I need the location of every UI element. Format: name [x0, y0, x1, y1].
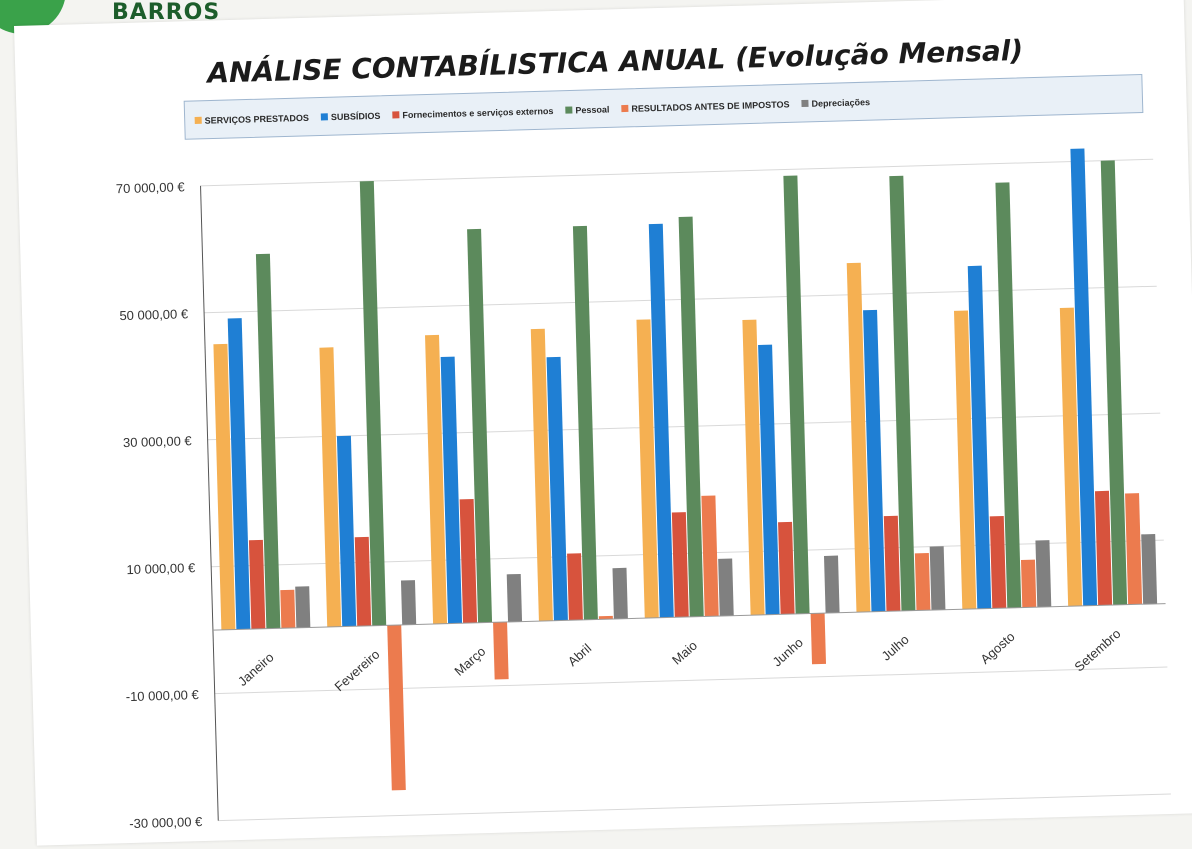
chart-sheet: ANÁLISE CONTABÍLISTICA ANUAL (Evolução M…	[14, 0, 1192, 846]
x-tick-label: Julho	[879, 632, 912, 664]
bar	[400, 580, 417, 625]
bar	[648, 223, 674, 618]
legend-label-3: Fornecimentos e serviços externos	[402, 106, 553, 120]
x-tick-label: Fevereiro	[332, 647, 383, 695]
bar	[1059, 307, 1083, 607]
y-axis-line	[200, 185, 219, 821]
bar	[967, 265, 992, 609]
bar	[255, 253, 281, 629]
bar	[701, 495, 719, 617]
bar	[953, 310, 977, 610]
bar	[493, 621, 509, 680]
x-tick-label: Junho	[769, 635, 805, 670]
bar	[546, 356, 568, 621]
y-axis: -30 000,00 € -10 000,00 € 10 000,00 € 30 00…	[116, 179, 219, 831]
y-tick-label: 30 000,00 €	[123, 433, 193, 450]
bar	[467, 228, 493, 623]
gridline	[207, 412, 1161, 441]
legend-swatch-2	[320, 113, 328, 121]
bar	[783, 175, 810, 614]
gridline	[200, 158, 1154, 187]
legend-label-2: SUBSÍDIOS	[331, 111, 381, 122]
legend-swatch-5	[621, 104, 629, 113]
bar	[598, 615, 613, 620]
bar	[295, 586, 311, 628]
bar	[1094, 490, 1113, 606]
bar	[678, 216, 704, 617]
bar	[1070, 148, 1098, 606]
gridline	[211, 539, 1164, 568]
chart: ANÁLISE CONTABÍLISTICA ANUAL (Evolução M…	[116, 33, 1171, 831]
bars	[213, 148, 1158, 791]
bar	[387, 624, 406, 791]
bar	[319, 347, 342, 627]
x-tick-label: Janeiro	[235, 649, 277, 689]
bar	[824, 555, 840, 614]
legend-swatch-1	[194, 116, 202, 124]
bar	[929, 546, 946, 611]
legend-box	[183, 74, 1144, 140]
legend-label-1: SERVIÇOS PRESTADOS	[205, 113, 309, 126]
legend-label-4: Pessoal	[575, 104, 609, 115]
x-tick-label: Agosto	[977, 629, 1017, 667]
legend-swatch-3	[392, 111, 400, 119]
y-tick-label: -30 000,00 €	[129, 814, 203, 831]
bar	[1020, 559, 1037, 608]
bar	[778, 521, 795, 615]
y-tick-label: 70 000,00 €	[116, 179, 186, 196]
bar	[1100, 160, 1128, 606]
gridline	[214, 666, 1168, 695]
bar	[354, 536, 372, 627]
bar	[336, 435, 357, 627]
bar	[671, 512, 689, 618]
bar	[989, 515, 1007, 609]
bar	[758, 344, 780, 615]
bar	[810, 613, 827, 665]
zero-baseline	[212, 603, 1166, 631]
x-tick-label: Março	[451, 644, 488, 679]
bar	[883, 515, 901, 612]
bar	[914, 553, 931, 611]
bar	[1125, 493, 1143, 605]
legend-swatch-6	[801, 99, 809, 108]
x-tick-label: Maio	[669, 638, 700, 668]
legend: SERVIÇOS PRESTADOS SUBSÍDIOS Fornecimentos…	[194, 97, 870, 126]
x-tick-label: Abril	[565, 641, 594, 670]
gridline	[218, 793, 1171, 822]
gridline	[204, 285, 1157, 314]
bar	[846, 262, 871, 613]
bar	[440, 356, 463, 624]
bar	[248, 539, 266, 630]
bar	[889, 175, 916, 611]
bar	[280, 589, 296, 629]
y-tick-label: -10 000,00 €	[126, 687, 200, 704]
legend-swatch-4	[565, 106, 573, 114]
bar	[213, 343, 236, 630]
gridlines	[200, 158, 1171, 822]
bar	[567, 553, 583, 621]
bar	[506, 573, 523, 622]
bar	[459, 499, 478, 624]
y-tick-label: 10 000,00 €	[126, 560, 196, 577]
x-axis: Janeiro Fevereiro Março Abril Maio Junho Julho…	[212, 603, 1166, 695]
legend-label-6: Depreciações	[811, 97, 870, 109]
bar	[1141, 533, 1158, 605]
bar	[995, 182, 1022, 608]
legend-label-5: RESULTADOS ANTES DE IMPOSTOS	[631, 99, 789, 113]
bar	[227, 318, 251, 630]
x-tick-label: Setembro	[1071, 626, 1123, 675]
bar	[425, 334, 448, 625]
bar	[636, 319, 659, 619]
bar	[863, 309, 886, 612]
bar	[742, 319, 765, 616]
bar	[612, 567, 628, 619]
bar	[718, 558, 734, 617]
bar	[530, 328, 553, 622]
bar	[359, 181, 387, 626]
bar	[572, 225, 598, 620]
bar	[1035, 540, 1052, 608]
y-tick-label: 50 000,00 €	[119, 306, 189, 323]
